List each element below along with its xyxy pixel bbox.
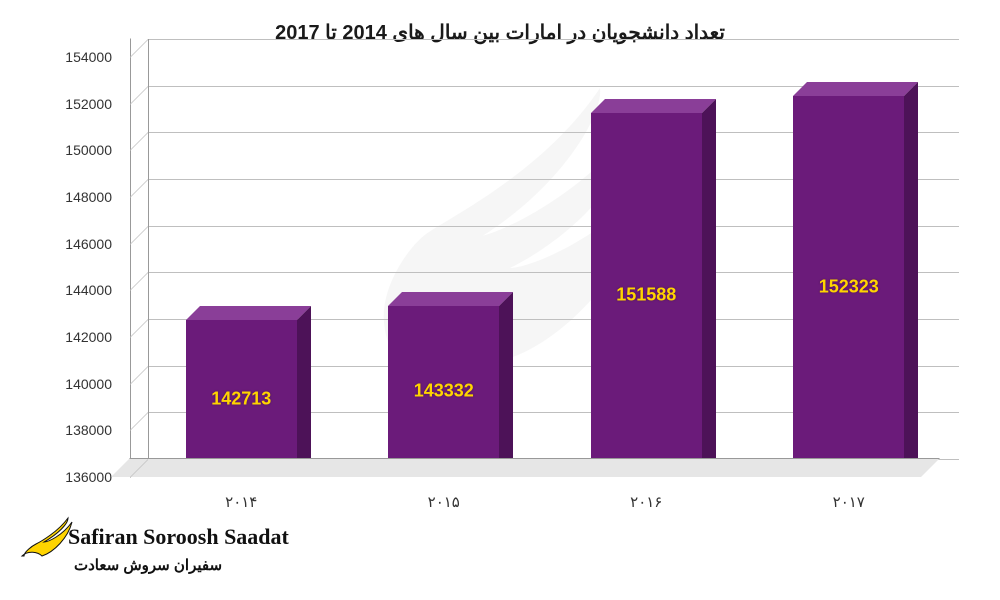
logo-sub-text: سفیران سروش سعادت [74,556,222,574]
y-tick-label: 136000 [65,469,112,485]
bar-value-label: 151588 [591,285,702,306]
bar: 152323 [793,96,904,477]
x-tick-label: ۲۰۱۶ [630,493,662,511]
bar: 143332 [388,306,499,477]
y-tick-label: 144000 [65,282,112,298]
bar-side [702,99,716,477]
x-tick-label: ۲۰۱۷ [833,493,865,511]
bars-layer: 142713 143332 151588 152323 [130,57,940,477]
logo-main-text: Safiran Soroosh Saadat [68,524,289,550]
y-tick-label: 142000 [65,329,112,345]
bar-side [499,292,513,477]
floor-3d [111,458,940,477]
y-tick-label: 152000 [65,96,112,112]
bar-side [904,82,918,477]
x-tick-label: ۲۰۱۴ [225,493,257,511]
y-tick-label: 148000 [65,189,112,205]
grid-line [149,39,959,40]
bar: 142713 [186,320,297,477]
chart-container: تعداد دانشجویان در امارات بین سال های 20… [40,20,960,510]
brand-logo: Safiran Soroosh Saadat سفیران سروش سعادت [18,514,338,584]
y-tick-label: 154000 [65,49,112,65]
y-tick-label: 140000 [65,376,112,392]
y-axis-labels: 1360001380001400001420001440001460001480… [40,57,120,477]
plot-3d: 142713 143332 151588 152323 [130,57,940,477]
bar-value-label: 142713 [186,388,297,409]
bar-top [793,82,918,96]
bar-value-label: 152323 [793,276,904,297]
x-axis-labels: ۲۰۱۴ ۲۰۱۵ ۲۰۱۶ ۲۰۱۷ [130,487,940,517]
bar-top [388,292,513,306]
x-tick-label: ۲۰۱۵ [428,493,460,511]
y-tick-label: 150000 [65,142,112,158]
bar-top [591,99,716,113]
bar: 151588 [591,113,702,477]
bar-side [297,306,311,477]
y-tick-label: 146000 [65,236,112,252]
y-tick-label: 138000 [65,422,112,438]
bar-top [186,306,311,320]
bar-value-label: 143332 [388,381,499,402]
plot-area: 1360001380001400001420001440001460001480… [40,57,960,477]
